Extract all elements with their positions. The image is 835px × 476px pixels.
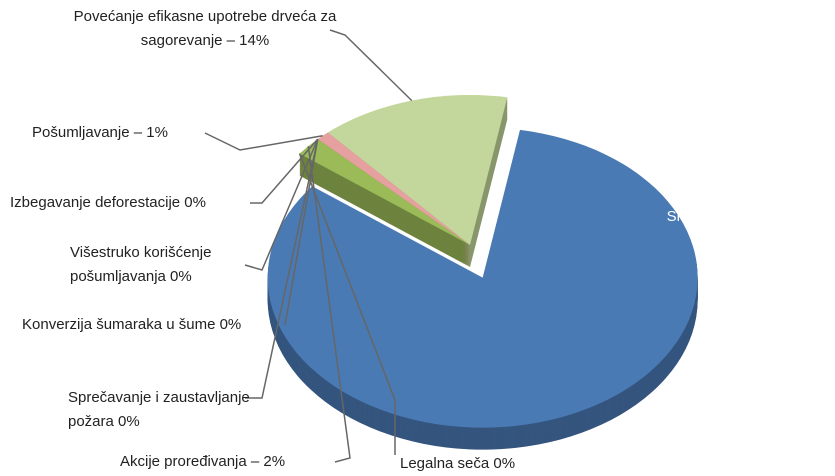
slice-label: Pošumljavanje – 1% <box>32 124 168 141</box>
slice-label: Povećanje efikasne upotrebe drveća za sa… <box>73 8 337 49</box>
slice <box>327 95 508 245</box>
slice <box>267 129 698 428</box>
slice <box>299 139 470 245</box>
slice-label: Akcije proređivanja – 2% <box>120 453 286 470</box>
slice-label: Višestruko korišćenje pošumljavanja 0% <box>70 244 212 285</box>
leader-line <box>298 153 396 455</box>
slice <box>317 132 470 245</box>
leader-line <box>245 138 319 399</box>
leader-line <box>307 146 351 463</box>
slice-label: Sprečavanje i zaustavljanje požara 0% <box>68 389 250 430</box>
leader-line <box>244 138 319 271</box>
slice-label: Konverzija šumaraka u šume 0% <box>22 316 242 333</box>
leader-line <box>250 138 319 204</box>
slice-label: Legalna seča 0% <box>400 455 516 472</box>
slice-label: Izbegavanje deforestacije 0% <box>10 194 206 211</box>
leader-line <box>204 132 323 151</box>
slice-label: Smanjenje ilegalne seče - 81% <box>666 208 794 249</box>
leader-line <box>329 29 413 102</box>
